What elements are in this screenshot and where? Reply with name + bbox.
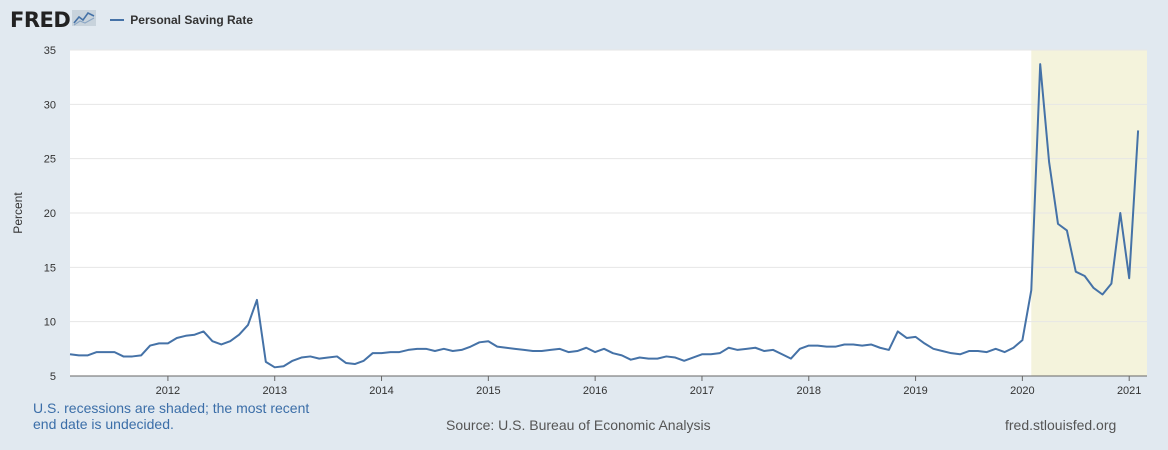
y-tick-label: 30: [44, 99, 56, 111]
y-tick-label: 10: [44, 317, 56, 329]
legend-swatch: [110, 19, 125, 21]
x-tick-label: 2013: [262, 385, 286, 397]
x-tick-label: 2020: [1010, 385, 1034, 397]
x-tick-label: 2012: [156, 385, 180, 397]
saving-rate-chart: 5 10 15 20 25 30 35 2012 2013 2014 2015 2016 2017 20…: [11, 45, 1147, 397]
recession-note-line-2: end date is undecided.: [33, 416, 174, 432]
y-tick-label: 25: [44, 154, 56, 166]
x-tick-label: 2014: [369, 385, 393, 397]
legend-label: Personal Saving Rate: [130, 13, 254, 27]
x-tick-label: 2021: [1117, 385, 1141, 397]
x-tick-label: 2016: [583, 385, 607, 397]
fred-chart-icon: [72, 8, 98, 33]
source-text: Source: U.S. Bureau of Economic Analysis: [446, 417, 711, 433]
recession-note: U.S. recessions are shaded; the most rec…: [33, 400, 309, 432]
recession-note-line-1: U.S. recessions are shaded; the most rec…: [33, 400, 310, 416]
series-line: [69, 63, 1140, 369]
x-tick-label: 2018: [797, 385, 821, 397]
y-tick-label: 5: [50, 371, 56, 383]
x-tick-label: 2017: [690, 385, 714, 397]
fred-url-link[interactable]: fred.stlouisfed.org: [1005, 417, 1117, 433]
y-tick-label: 15: [44, 262, 56, 274]
chart-header: FRED Personal Saving Rate: [10, 6, 253, 34]
y-tick-label: 35: [44, 45, 56, 57]
x-tick-label: 2015: [476, 385, 500, 397]
chart-legend: Personal Saving Rate: [110, 13, 253, 27]
fred-logo[interactable]: FRED: [10, 8, 71, 32]
y-axis-label: Percent: [11, 192, 25, 234]
y-tick-label: 20: [44, 208, 56, 220]
x-tick-label: 2019: [903, 385, 927, 397]
